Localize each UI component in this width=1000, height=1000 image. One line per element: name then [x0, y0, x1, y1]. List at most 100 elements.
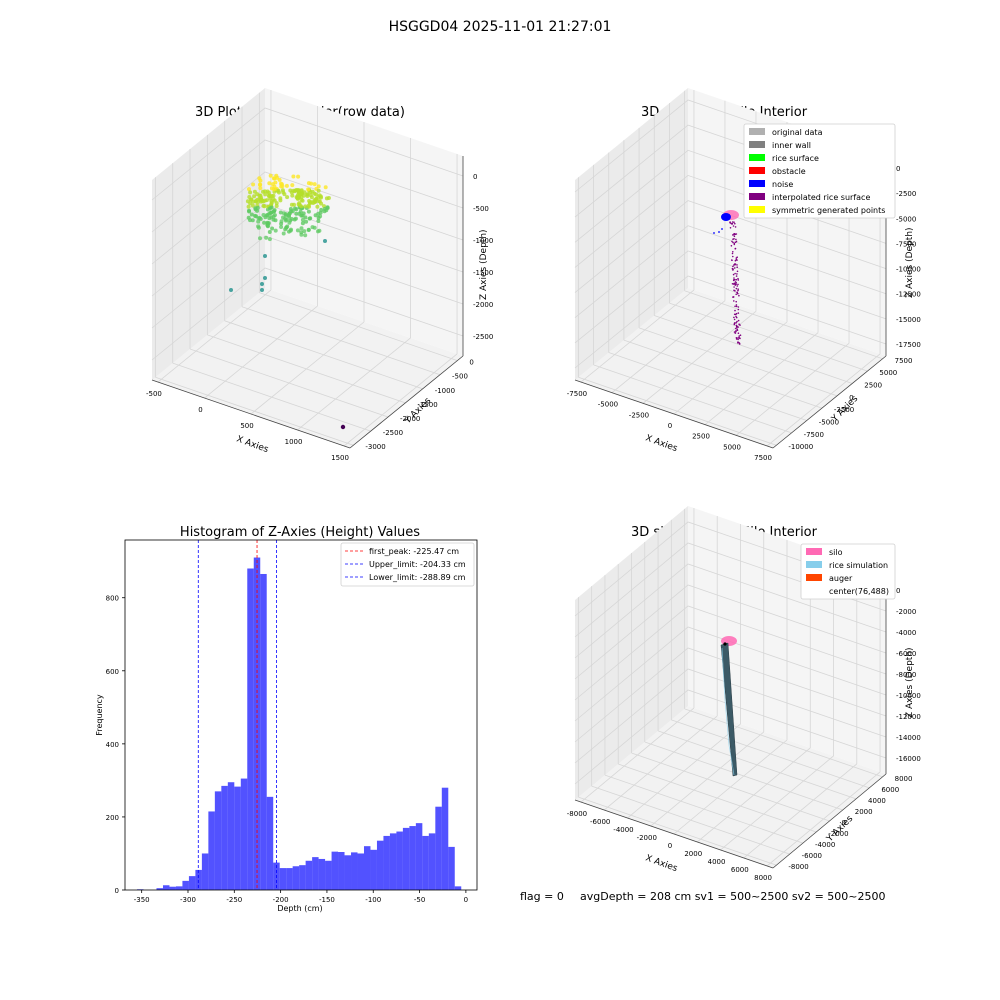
- y-gridline: [618, 763, 817, 833]
- legend-label: rice simulation: [829, 561, 888, 570]
- data-point: [279, 181, 283, 186]
- legend-swatch: [806, 561, 822, 568]
- data-point: [312, 182, 317, 187]
- y-axis-line: [349, 355, 464, 449]
- y-tick-label: -4000: [815, 841, 835, 849]
- interpolated-point: [735, 327, 737, 330]
- histogram-bar: [169, 886, 176, 890]
- y-gridline: [207, 334, 406, 404]
- x-tick-label: -6000: [590, 818, 610, 826]
- data-point: [293, 216, 298, 221]
- interpolated-point: [735, 315, 737, 318]
- y-axis-line: [772, 355, 887, 449]
- interpolated-point: [735, 324, 738, 327]
- histogram-bar: [448, 846, 455, 890]
- histogram-bar: [260, 573, 267, 890]
- interpolated-point: [737, 319, 740, 322]
- interpolated-point: [733, 331, 736, 333]
- y-gridline: [623, 339, 823, 409]
- z-tick-label: -17500: [896, 341, 921, 349]
- data-point: [256, 216, 261, 221]
- x-axis-label: X Axies: [644, 433, 679, 454]
- interpolated-point: [733, 267, 736, 269]
- data-point: [279, 219, 284, 224]
- interpolated-point: [732, 241, 734, 244]
- data-point: [278, 210, 283, 215]
- z-gridline: [151, 171, 464, 265]
- interpolated-point: [737, 277, 739, 280]
- y-tick-label: 5000: [879, 369, 897, 377]
- data-point: [279, 225, 284, 229]
- legend-swatch: [806, 574, 822, 581]
- z-gridline: [574, 563, 887, 659]
- interpolated-point: [737, 312, 740, 314]
- z-tick-label: -2500: [896, 190, 916, 198]
- interpolated-point: [735, 278, 738, 281]
- data-point: [290, 209, 295, 214]
- x-tick-label: -2000: [637, 834, 657, 842]
- data-point: [325, 206, 330, 210]
- data-point: [289, 227, 293, 232]
- histogram-bar: [201, 853, 209, 890]
- data-point: [247, 195, 252, 199]
- histogram-bar: [175, 886, 183, 890]
- z-tick-label: -1000: [473, 237, 493, 245]
- x-axis-line: [574, 799, 774, 869]
- x-tick-label: 5000: [723, 443, 741, 451]
- legend-label: obstacle: [772, 167, 806, 176]
- data-point: [255, 197, 260, 202]
- interpolated-point: [737, 279, 740, 281]
- data-point: [268, 173, 273, 178]
- interpolated-point: [736, 266, 738, 269]
- data-point: [308, 216, 313, 221]
- data-point: [271, 209, 276, 214]
- data-point: [316, 188, 321, 193]
- data-point: [263, 189, 267, 194]
- histogram-bar: [325, 860, 332, 890]
- data-point: [309, 195, 314, 200]
- data-point: [247, 187, 251, 192]
- z-tick-label: -7500: [896, 240, 916, 248]
- z-gridline: [151, 235, 464, 329]
- x-tick-label: -100: [365, 896, 381, 904]
- histogram-bar: [299, 865, 306, 890]
- interpolated-point: [733, 277, 735, 279]
- legend-label: Upper_limit: -204.33 cm: [369, 560, 466, 569]
- interpolated-point: [736, 325, 738, 328]
- legend-label: symmetric generated points: [772, 206, 885, 215]
- y-tick-label: -5000: [819, 419, 839, 427]
- legend-label: auger: [829, 574, 853, 583]
- data-point: [317, 228, 322, 233]
- panel-histogram: Histogram of Z-Axies (Height) Values -35…: [95, 525, 478, 913]
- z-gridline: [574, 174, 887, 268]
- interpolated-point: [738, 342, 740, 344]
- data-point: [273, 228, 278, 233]
- interpolated-point: [733, 243, 736, 246]
- x-axis-line: [151, 379, 351, 449]
- histogram-bar: [156, 888, 163, 890]
- data-point: [258, 186, 263, 191]
- histogram-bar: [312, 857, 319, 890]
- data-point: [272, 176, 277, 181]
- data-point: [258, 182, 263, 187]
- z-tick-label: -10000: [896, 266, 921, 274]
- y-tick-label: -2000: [400, 415, 420, 423]
- legend-swatch: [749, 193, 765, 200]
- data-point: [247, 209, 252, 214]
- y-gridline: [657, 730, 857, 800]
- histogram-bar: [396, 831, 403, 890]
- data-point: [277, 190, 281, 195]
- y-gridline: [241, 306, 441, 376]
- histogram-bar: [195, 869, 202, 890]
- axes-3d: -5000500100015000-500-1000-1500-2000-250…: [146, 88, 493, 462]
- z-tick-label: 0: [473, 173, 477, 181]
- x-gridline: [343, 353, 458, 447]
- histogram-bar: [286, 868, 293, 890]
- histogram-bar: [292, 866, 300, 890]
- interpolated-point: [736, 273, 738, 275]
- interpolated-point: [733, 313, 736, 316]
- interpolated-point: [733, 238, 735, 240]
- data-point: [261, 203, 266, 208]
- panel-simulation: 3D simulation of Silo Interior -8000-600…: [567, 506, 921, 882]
- y-tick-label: 2500: [864, 381, 882, 389]
